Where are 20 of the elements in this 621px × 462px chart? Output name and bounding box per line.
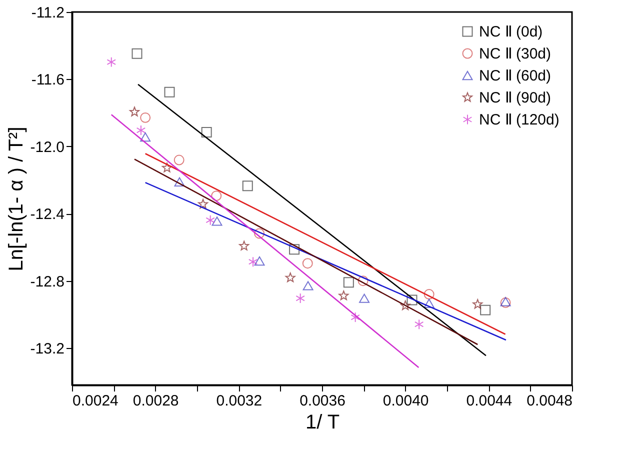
x-tick-label: 0.0024 [72, 392, 118, 410]
legend-label: NC Ⅱ (30d) [479, 46, 552, 62]
x-tick-label: 0.0048 [526, 392, 572, 410]
legend-label: NC Ⅱ (120d) [479, 112, 560, 128]
y-tick-label: -11.6 [31, 72, 64, 89]
legend-label: NC Ⅱ (0d) [479, 24, 543, 40]
y-tick-label: -12.0 [30, 138, 64, 156]
x-axis-title: 1/ T [305, 412, 340, 434]
y-tick-label: -12.8 [30, 273, 64, 290]
x-tick-label: 0.0044 [466, 392, 512, 410]
x-tick-label: 0.0028 [132, 392, 179, 410]
x-tick-label: 0.0036 [300, 392, 346, 410]
x-tick-label: 0.0032 [216, 392, 262, 410]
y-tick-label: -13.2 [30, 340, 64, 358]
legend-label: NC Ⅱ (90d) [479, 90, 552, 106]
y-tick-label: -12.4 [30, 206, 64, 224]
y-axis-title: Ln[-ln(1- α ) / T²] [5, 126, 28, 272]
x-tick-label: 0.0040 [382, 392, 429, 410]
y-tick-label: -11.2 [31, 4, 64, 22]
legend-label: NC Ⅱ (60d) [479, 68, 552, 84]
